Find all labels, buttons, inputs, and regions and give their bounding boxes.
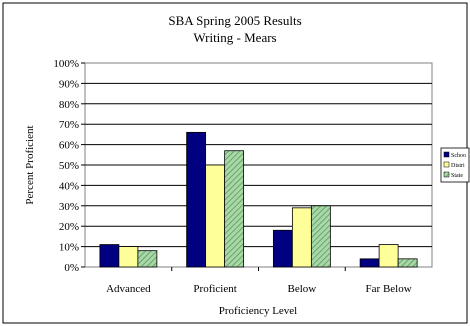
legend-label-1: Distri xyxy=(451,163,465,169)
y-tick-label: 60% xyxy=(59,140,79,152)
bar-0-0 xyxy=(99,244,120,268)
y-tick-label: 100% xyxy=(53,58,79,70)
chart-subtitle: Writing - Mears xyxy=(193,30,276,45)
y-tick-label: 40% xyxy=(59,180,79,192)
bar-1-3 xyxy=(378,244,399,268)
x-tick-label: Below xyxy=(288,283,317,295)
y-axis-ticks: 0% 10% 20% 30% 40% 50% 60% 70% 80% 90% 100% xyxy=(53,58,85,274)
bar-0-3 xyxy=(359,258,380,268)
x-tick-label: Far Below xyxy=(366,283,412,295)
bar-1-1 xyxy=(205,164,226,268)
y-tick-label: 90% xyxy=(59,78,79,90)
legend-swatch-2 xyxy=(443,171,450,178)
bar-2-0 xyxy=(137,250,158,268)
legend-swatch-0 xyxy=(443,151,450,158)
bar-2-2 xyxy=(310,205,331,268)
bar-2-1 xyxy=(224,150,245,268)
x-axis-label: Proficiency Level xyxy=(219,305,298,317)
chart-title: SBA Spring 2005 Results xyxy=(168,13,301,28)
bar-0-2 xyxy=(272,229,293,268)
y-tick-label: 20% xyxy=(59,221,79,233)
bar-1-0 xyxy=(118,246,139,268)
x-axis-ticks: Advanced Proficient Below Far Below xyxy=(106,267,412,295)
x-tick-label: Proficient xyxy=(193,283,236,295)
y-tick-label: 80% xyxy=(59,99,79,111)
gridlines xyxy=(85,82,432,248)
legend-swatch-1 xyxy=(443,161,450,168)
y-tick-label: 70% xyxy=(59,119,79,131)
legend-label-0: Schoo xyxy=(451,153,466,159)
bar-0-1 xyxy=(186,131,207,268)
bar-2-3 xyxy=(397,258,418,268)
y-axis-label: Percent Proficient xyxy=(24,125,36,204)
y-tick-label: 0% xyxy=(64,262,79,274)
legend-label-2: State xyxy=(451,173,463,179)
y-tick-label: 30% xyxy=(59,201,79,213)
bars xyxy=(99,131,418,268)
y-tick-label: 10% xyxy=(59,242,79,254)
bar-1-2 xyxy=(291,207,312,268)
x-tick-label: Advanced xyxy=(106,283,151,295)
y-tick-label: 50% xyxy=(59,160,79,172)
legend: Schoo Distri State xyxy=(440,147,470,183)
